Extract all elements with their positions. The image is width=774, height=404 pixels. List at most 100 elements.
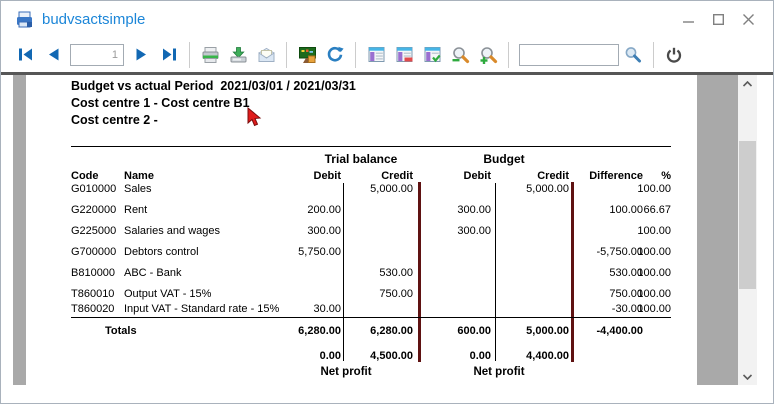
export-button[interactable] [226,42,250,68]
print-button[interactable] [198,42,222,68]
last-page-button[interactable] [157,42,181,68]
zoom-out-button[interactable] [448,42,472,68]
previous-page-button[interactable] [41,42,65,68]
page-layout-icon [368,47,384,62]
mouse-cursor-icon [244,106,262,134]
first-page-button[interactable] [13,42,37,68]
last-page-icon [162,48,176,61]
cell-debit: 300.00 [307,225,341,237]
total-difference: -4,400.00 [596,325,643,337]
scroll-up-button[interactable] [738,75,757,92]
cell-percent: 100.00 [637,225,671,237]
printer-icon [202,46,218,63]
page-layout-button-3[interactable] [420,42,444,68]
toolbar-separator [286,41,287,68]
cell-name: Rent [124,204,148,216]
scrollbar-thumb[interactable] [739,141,756,289]
titlebar: budvsactsimple [1,1,773,37]
column-rule-maroon [571,182,574,362]
table-row: B810000 ABC - Bank 530.00 530.00 100.00 [26,267,697,281]
net-profit-budget-debit: 0.00 [469,350,491,362]
vertical-scrollbar[interactable] [738,75,757,385]
chevron-down-icon [743,373,752,380]
cell-name: Output VAT - 15% [124,288,212,300]
window-title: budvsactsimple [42,10,146,28]
next-page-button[interactable] [129,42,153,68]
search-input[interactable] [519,43,619,66]
total-credit: 6,280.00 [370,325,413,337]
page-number-input[interactable] [70,43,124,66]
cell-name: Salaries and wages [124,225,221,237]
refresh-icon [327,46,344,62]
first-page-icon [18,48,32,61]
email-icon [258,47,274,62]
report-page: Budget vs actual Period 2021/03/01 / 202… [26,75,697,385]
report-icon [15,10,34,29]
page-layout-button-2[interactable] [392,42,416,68]
net-profit-label-trial-balance: Net profit [320,366,372,378]
cell-percent: 100.00 [637,288,671,300]
table-row: G700000 Debtors control 5,750.00 -5,750.00 1… [26,246,697,260]
export-icon [230,46,246,62]
cell-code: G220000 [71,204,117,216]
cell-difference: 530.00 [609,267,643,279]
cell-code: G700000 [71,246,117,258]
cell-percent: 100.00 [637,303,671,315]
toolbar-separator [653,41,654,68]
net-profit-values-row: 0.00 4,500.00 0.00 4,400.00 [26,350,697,364]
col-header-budget-credit: Credit [537,170,569,182]
col-header-debit: Debit [313,170,342,182]
table-row: T860020 Input VAT - Standard rate - 15% 30… [26,303,697,317]
group-header-trial-balance: Trial balance [324,152,398,166]
cell-difference: 750.00 [609,288,643,300]
table-row: T860010 Output VAT - 15% 750.00 750.00 100.0… [26,288,697,302]
cell-code: B810000 [71,267,116,279]
page-layout-remove-icon [396,47,412,62]
column-rule-maroon [418,182,421,362]
table-row: G010000 Sales 5,000.00 5,000.00 100.00 [26,183,697,197]
totals-label: Totals [105,325,137,337]
cell-name: Input VAT - Standard rate - 15% [124,303,280,315]
zoom-in-button[interactable] [476,42,500,68]
cell-credit: 530.00 [379,267,413,279]
col-header-percent: % [661,170,671,182]
totals-rule [71,317,671,318]
column-rule [495,183,496,361]
cell-code: T860020 [71,303,115,315]
cell-budget-debit: 300.00 [457,225,491,237]
scroll-down-button[interactable] [738,368,757,385]
email-button[interactable] [254,42,278,68]
close-button[interactable] [733,4,763,34]
zoom-out-icon [452,46,469,63]
table-top-rule [71,146,671,147]
report-title-line2: Cost centre 1 - Cost centre B1 [71,96,250,110]
cell-difference: -30.00 [611,303,643,315]
cell-budget-debit: 300.00 [457,204,491,216]
col-header-budget-debit: Debit [463,170,492,182]
net-profit-credit: 4,500.00 [370,350,413,362]
net-profit-debit: 0.00 [319,350,341,362]
cell-percent: 100.00 [637,183,671,195]
previous-page-icon [48,48,58,61]
refresh-button[interactable] [323,42,347,68]
table-row: G225000 Salaries and wages 300.00 300.00 100… [26,225,697,239]
column-rule [343,183,344,361]
net-profit-budget-credit: 4,400.00 [526,350,569,362]
cell-code: G010000 [71,183,117,195]
toolbar-separator [355,41,356,68]
cell-code: G225000 [71,225,117,237]
maximize-button[interactable] [703,4,733,34]
net-profit-label-budget: Net profit [473,366,525,378]
col-header-code: Code [71,170,99,182]
page-layout-button-1[interactable] [364,42,388,68]
design-button[interactable] [295,42,319,68]
chevron-up-icon [743,80,752,87]
col-header-difference: Difference [589,170,643,182]
minimize-button[interactable] [673,4,703,34]
toolbar-separator [189,41,190,68]
search-button[interactable] [621,42,645,68]
exit-button[interactable] [662,42,686,68]
report-title-line1: Budget vs actual Period 2021/03/01 / 202… [71,79,356,93]
toolbar [1,37,773,72]
